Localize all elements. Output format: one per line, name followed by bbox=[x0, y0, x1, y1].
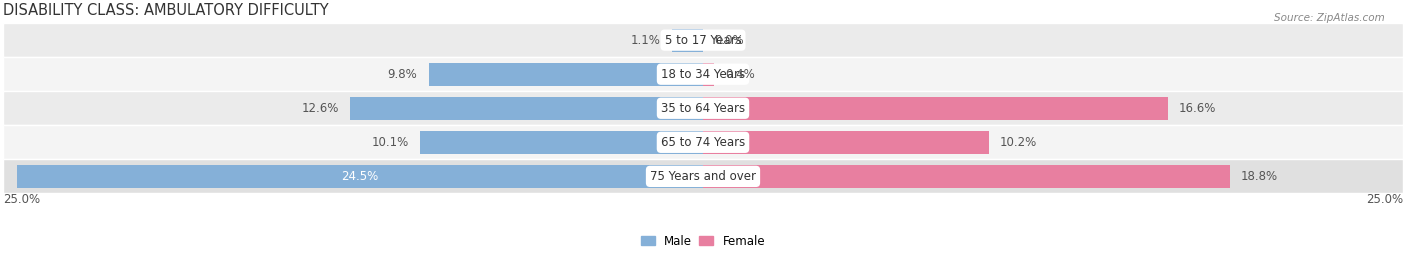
Bar bbox=[17, 165, 703, 188]
Text: 0.4%: 0.4% bbox=[725, 68, 755, 81]
Text: 10.2%: 10.2% bbox=[1000, 136, 1038, 149]
Text: 0.0%: 0.0% bbox=[714, 34, 744, 47]
Text: 10.1%: 10.1% bbox=[371, 136, 409, 149]
Bar bbox=[703, 63, 714, 86]
Bar bbox=[703, 97, 1168, 120]
Bar bbox=[703, 131, 988, 154]
Text: 18 to 34 Years: 18 to 34 Years bbox=[661, 68, 745, 81]
Bar bbox=[429, 63, 703, 86]
Text: 1.1%: 1.1% bbox=[631, 34, 661, 47]
Text: 25.0%: 25.0% bbox=[3, 193, 39, 206]
Text: DISABILITY CLASS: AMBULATORY DIFFICULTY: DISABILITY CLASS: AMBULATORY DIFFICULTY bbox=[3, 3, 329, 18]
Text: 35 to 64 Years: 35 to 64 Years bbox=[661, 102, 745, 115]
Text: 24.5%: 24.5% bbox=[342, 170, 378, 183]
Bar bbox=[672, 29, 703, 52]
Text: 25.0%: 25.0% bbox=[1367, 193, 1403, 206]
Bar bbox=[3, 125, 1403, 159]
Bar bbox=[703, 165, 1230, 188]
Text: 9.8%: 9.8% bbox=[388, 68, 418, 81]
Text: 12.6%: 12.6% bbox=[301, 102, 339, 115]
Bar bbox=[350, 97, 703, 120]
Bar bbox=[420, 131, 703, 154]
Bar bbox=[3, 159, 1403, 193]
Bar bbox=[3, 91, 1403, 125]
Text: 18.8%: 18.8% bbox=[1240, 170, 1278, 183]
Legend: Male, Female: Male, Female bbox=[636, 230, 770, 252]
Text: 5 to 17 Years: 5 to 17 Years bbox=[665, 34, 741, 47]
Text: 16.6%: 16.6% bbox=[1180, 102, 1216, 115]
Bar bbox=[3, 57, 1403, 91]
Bar bbox=[3, 23, 1403, 57]
Text: 75 Years and over: 75 Years and over bbox=[650, 170, 756, 183]
Text: Source: ZipAtlas.com: Source: ZipAtlas.com bbox=[1274, 13, 1385, 23]
Text: 65 to 74 Years: 65 to 74 Years bbox=[661, 136, 745, 149]
